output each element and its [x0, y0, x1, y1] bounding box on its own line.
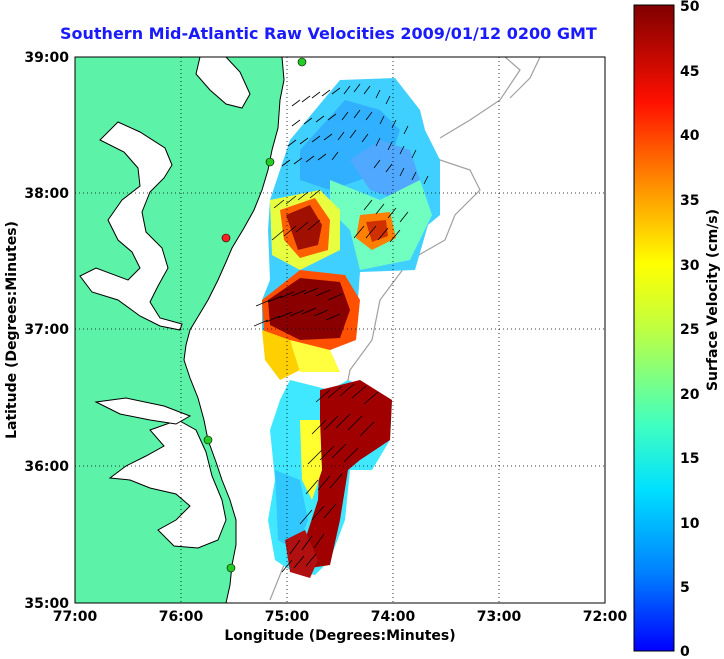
colorbar-ticks: 50 45 40 35 30 25 20 15 10 5 0: [680, 0, 700, 659]
y-tick-label: 39:00: [24, 50, 69, 66]
y-tick-label: 38:00: [24, 186, 69, 202]
colorbar-label: Surface Velocity (cm/s): [705, 209, 721, 391]
colorbar-tick-label: 50: [680, 0, 700, 15]
bathymetry-contour: [439, 57, 521, 139]
y-axis-label: Latitude (Degrees:Minutes): [4, 221, 20, 439]
hf-radar-stations: [203, 57, 307, 573]
x-axis-label: Longitude (Degrees:Minutes): [224, 628, 455, 644]
pamlico-sound: [108, 419, 227, 549]
colorbar-tick-label: 10: [680, 516, 700, 532]
x-tick-label: 74:00: [371, 609, 416, 625]
x-tick-label: 76:00: [159, 609, 204, 625]
colorbar-tick-label: 25: [680, 322, 699, 338]
colorbar-tick-label: 20: [680, 387, 700, 403]
velocity-arrows: [253, 83, 429, 573]
x-tick-label: 77:00: [53, 609, 98, 625]
colorbar-tick-label: 5: [680, 580, 690, 596]
y-tick-label: 37:00: [24, 322, 69, 338]
x-tick-label: 75:00: [265, 609, 310, 625]
bathymetry-contour: [509, 57, 541, 99]
y-tick-label: 35:00: [24, 596, 69, 612]
y-axis-ticks: 39:00 38:00 37:00 36:00 35:00: [24, 50, 69, 612]
x-axis-ticks: 77:00 76:00 75:00 74:00 73:00 72:00: [53, 609, 628, 625]
colorbar: [633, 4, 675, 652]
x-tick-label: 72:00: [583, 609, 628, 625]
colorbar-tick-label: 15: [680, 451, 699, 467]
chesapeake-bay: [79, 121, 183, 331]
colorbar-tick-label: 0: [680, 644, 690, 659]
albemarle-sound: [94, 397, 192, 425]
x-tick-label: 73:00: [477, 609, 522, 625]
grid-lines: [75, 57, 605, 603]
delaware-bay: [195, 57, 251, 109]
y-tick-label: 36:00: [24, 459, 69, 475]
colorbar-tick-label: 30: [680, 258, 700, 274]
colorbar-tick-label: 40: [680, 128, 700, 144]
plot-frame: [74, 56, 606, 604]
colorbar-tick-label: 45: [680, 64, 699, 80]
colorbar-tick-label: 35: [680, 193, 699, 209]
map-title: Southern Mid-Atlantic Raw Velocities 200…: [60, 24, 597, 43]
